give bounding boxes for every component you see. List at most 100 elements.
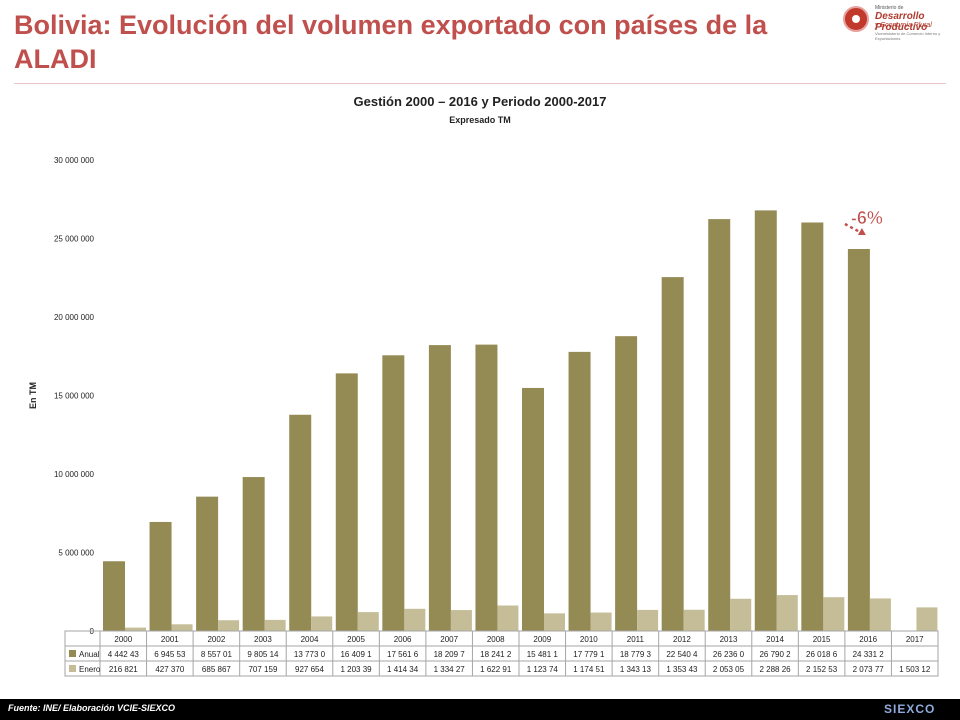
bar-enero-2008 <box>497 605 519 631</box>
bar-enero-2015 <box>823 597 845 631</box>
bar-anual-2009 <box>522 387 544 631</box>
bar-enero-2006 <box>404 608 426 631</box>
data-label-enero: 927 654 <box>295 665 324 674</box>
y-tick-label: 30 000 000 <box>54 156 95 165</box>
data-label-enero: 1 203 39 <box>340 665 372 674</box>
bar-enero-2003 <box>264 619 286 631</box>
data-label-anual: 16 409 1 <box>340 650 372 659</box>
data-label-anual: 22 540 4 <box>666 650 698 659</box>
data-label-enero: 1 503 12 <box>899 665 931 674</box>
legend-label-anual: Anual <box>79 650 100 659</box>
data-label-anual: 15 481 1 <box>527 650 559 659</box>
bar-anual-2004 <box>289 414 312 631</box>
change-annotation: -6% <box>851 208 883 228</box>
y-tick-label: 5 000 000 <box>58 549 94 558</box>
data-label-enero: 2 288 26 <box>759 665 791 674</box>
legend-swatch-anual <box>69 650 76 657</box>
x-tick-label: 2000 <box>114 635 132 644</box>
data-label-anual: 8 557 01 <box>201 650 233 659</box>
x-tick-label: 2016 <box>859 635 877 644</box>
data-label-enero: 1 174 51 <box>573 665 605 674</box>
data-label-anual: 4 442 43 <box>108 650 140 659</box>
x-tick-label: 2006 <box>394 635 412 644</box>
data-label-anual: 26 236 0 <box>713 650 745 659</box>
data-label-enero: 707 159 <box>248 665 277 674</box>
bar-anual-2002 <box>196 496 219 631</box>
data-label-anual: 18 779 3 <box>620 650 652 659</box>
data-label-enero: 1 123 74 <box>527 665 559 674</box>
data-label-enero: 685 867 <box>202 665 231 674</box>
x-tick-label: 2008 <box>487 635 505 644</box>
bar-enero-2016 <box>869 598 891 631</box>
bar-anual-2008 <box>475 344 498 631</box>
y-axis-label: En TM <box>28 382 38 409</box>
chart-subtitle: Expresado TM <box>449 115 511 125</box>
annotation-arrow-head <box>857 228 866 235</box>
bar-anual-2013 <box>708 219 731 632</box>
bar-enero-2000 <box>125 627 146 631</box>
bar-enero-2004 <box>311 616 333 631</box>
source-note: Fuente: INE/ Elaboración VCIE-SIEXCO <box>8 703 176 713</box>
data-label-enero: 2 073 77 <box>853 665 885 674</box>
bar-anual-2003 <box>242 477 265 631</box>
data-label-enero: 1 622 91 <box>480 665 512 674</box>
bar-enero-2010 <box>590 612 612 631</box>
x-tick-label: 2004 <box>301 635 319 644</box>
bar-anual-2006 <box>382 355 405 631</box>
bar-enero-2011 <box>637 609 659 631</box>
data-label-enero: 1 353 43 <box>666 665 698 674</box>
data-label-enero: 2 053 05 <box>713 665 745 674</box>
logo-line-3: y Economía Plural <box>875 22 932 29</box>
x-tick-label: 2010 <box>580 635 598 644</box>
footer-bar: Fuente: INE/ Elaboración VCIE-SIEXCO SIE… <box>0 699 960 720</box>
data-label-anual: 17 779 1 <box>573 650 605 659</box>
data-label-anual: 24 331 2 <box>853 650 885 659</box>
data-label-anual: 26 790 2 <box>759 650 791 659</box>
bar-anual-2010 <box>568 351 591 631</box>
bar-enero-2005 <box>357 612 379 631</box>
siexco-logo: SIEXCO <box>884 702 936 716</box>
legend-label-enero: Enero <box>79 665 101 674</box>
x-tick-label: 2017 <box>906 635 924 644</box>
y-tick-label: 25 000 000 <box>54 235 95 244</box>
data-label-anual: 18 209 7 <box>434 650 466 659</box>
export-volume-chart: Gestión 2000 – 2016 y Periodo 2000-2017 E… <box>28 94 939 677</box>
chart-title: Gestión 2000 – 2016 y Periodo 2000-2017 <box>354 94 607 109</box>
logo-line-2: Desarrollo Productivo <box>875 11 928 33</box>
x-tick-label: 2002 <box>207 635 225 644</box>
page-title: Bolivia: Evolución del volumen exportado… <box>14 10 768 74</box>
bar-enero-2013 <box>730 598 752 631</box>
bar-anual-2012 <box>661 277 684 631</box>
bar-enero-2001 <box>171 624 193 631</box>
data-label-enero: 216 821 <box>109 665 138 674</box>
legend-swatch-enero <box>69 665 76 672</box>
data-label-anual: 6 945 53 <box>154 650 186 659</box>
data-label-enero: 427 370 <box>155 665 184 674</box>
data-label-anual: 13 773 0 <box>294 650 326 659</box>
data-label-enero: 2 152 53 <box>806 665 838 674</box>
bar-enero-2012 <box>683 609 705 631</box>
y-tick-label: 20 000 000 <box>54 313 95 322</box>
data-label-anual: 17 561 6 <box>387 650 419 659</box>
bar-anual-2005 <box>335 373 358 631</box>
title-divider <box>14 83 946 84</box>
bar-anual-2011 <box>615 336 638 631</box>
bar-anual-2016 <box>847 249 870 631</box>
x-tick-label: 2013 <box>720 635 738 644</box>
bar-enero-2017 <box>916 607 938 631</box>
bar-anual-2015 <box>801 222 824 631</box>
data-label-enero: 1 334 27 <box>434 665 466 674</box>
bar-enero-2007 <box>450 610 472 631</box>
x-tick-label: 2011 <box>627 635 645 644</box>
bar-enero-2014 <box>776 595 798 631</box>
annotation-arrow-line <box>844 222 861 234</box>
data-label-anual: 9 805 14 <box>247 650 279 659</box>
data-label-enero: 1 343 13 <box>620 665 652 674</box>
ministry-logo: Ministerio de Desarrollo Productivo y Ec… <box>843 4 953 44</box>
bar-anual-2001 <box>149 521 172 631</box>
x-tick-label: 2015 <box>813 635 831 644</box>
y-tick-label: 15 000 000 <box>54 392 95 401</box>
x-tick-label: 2014 <box>766 635 784 644</box>
bar-anual-2000 <box>103 561 125 631</box>
x-tick-label: 2003 <box>254 635 272 644</box>
